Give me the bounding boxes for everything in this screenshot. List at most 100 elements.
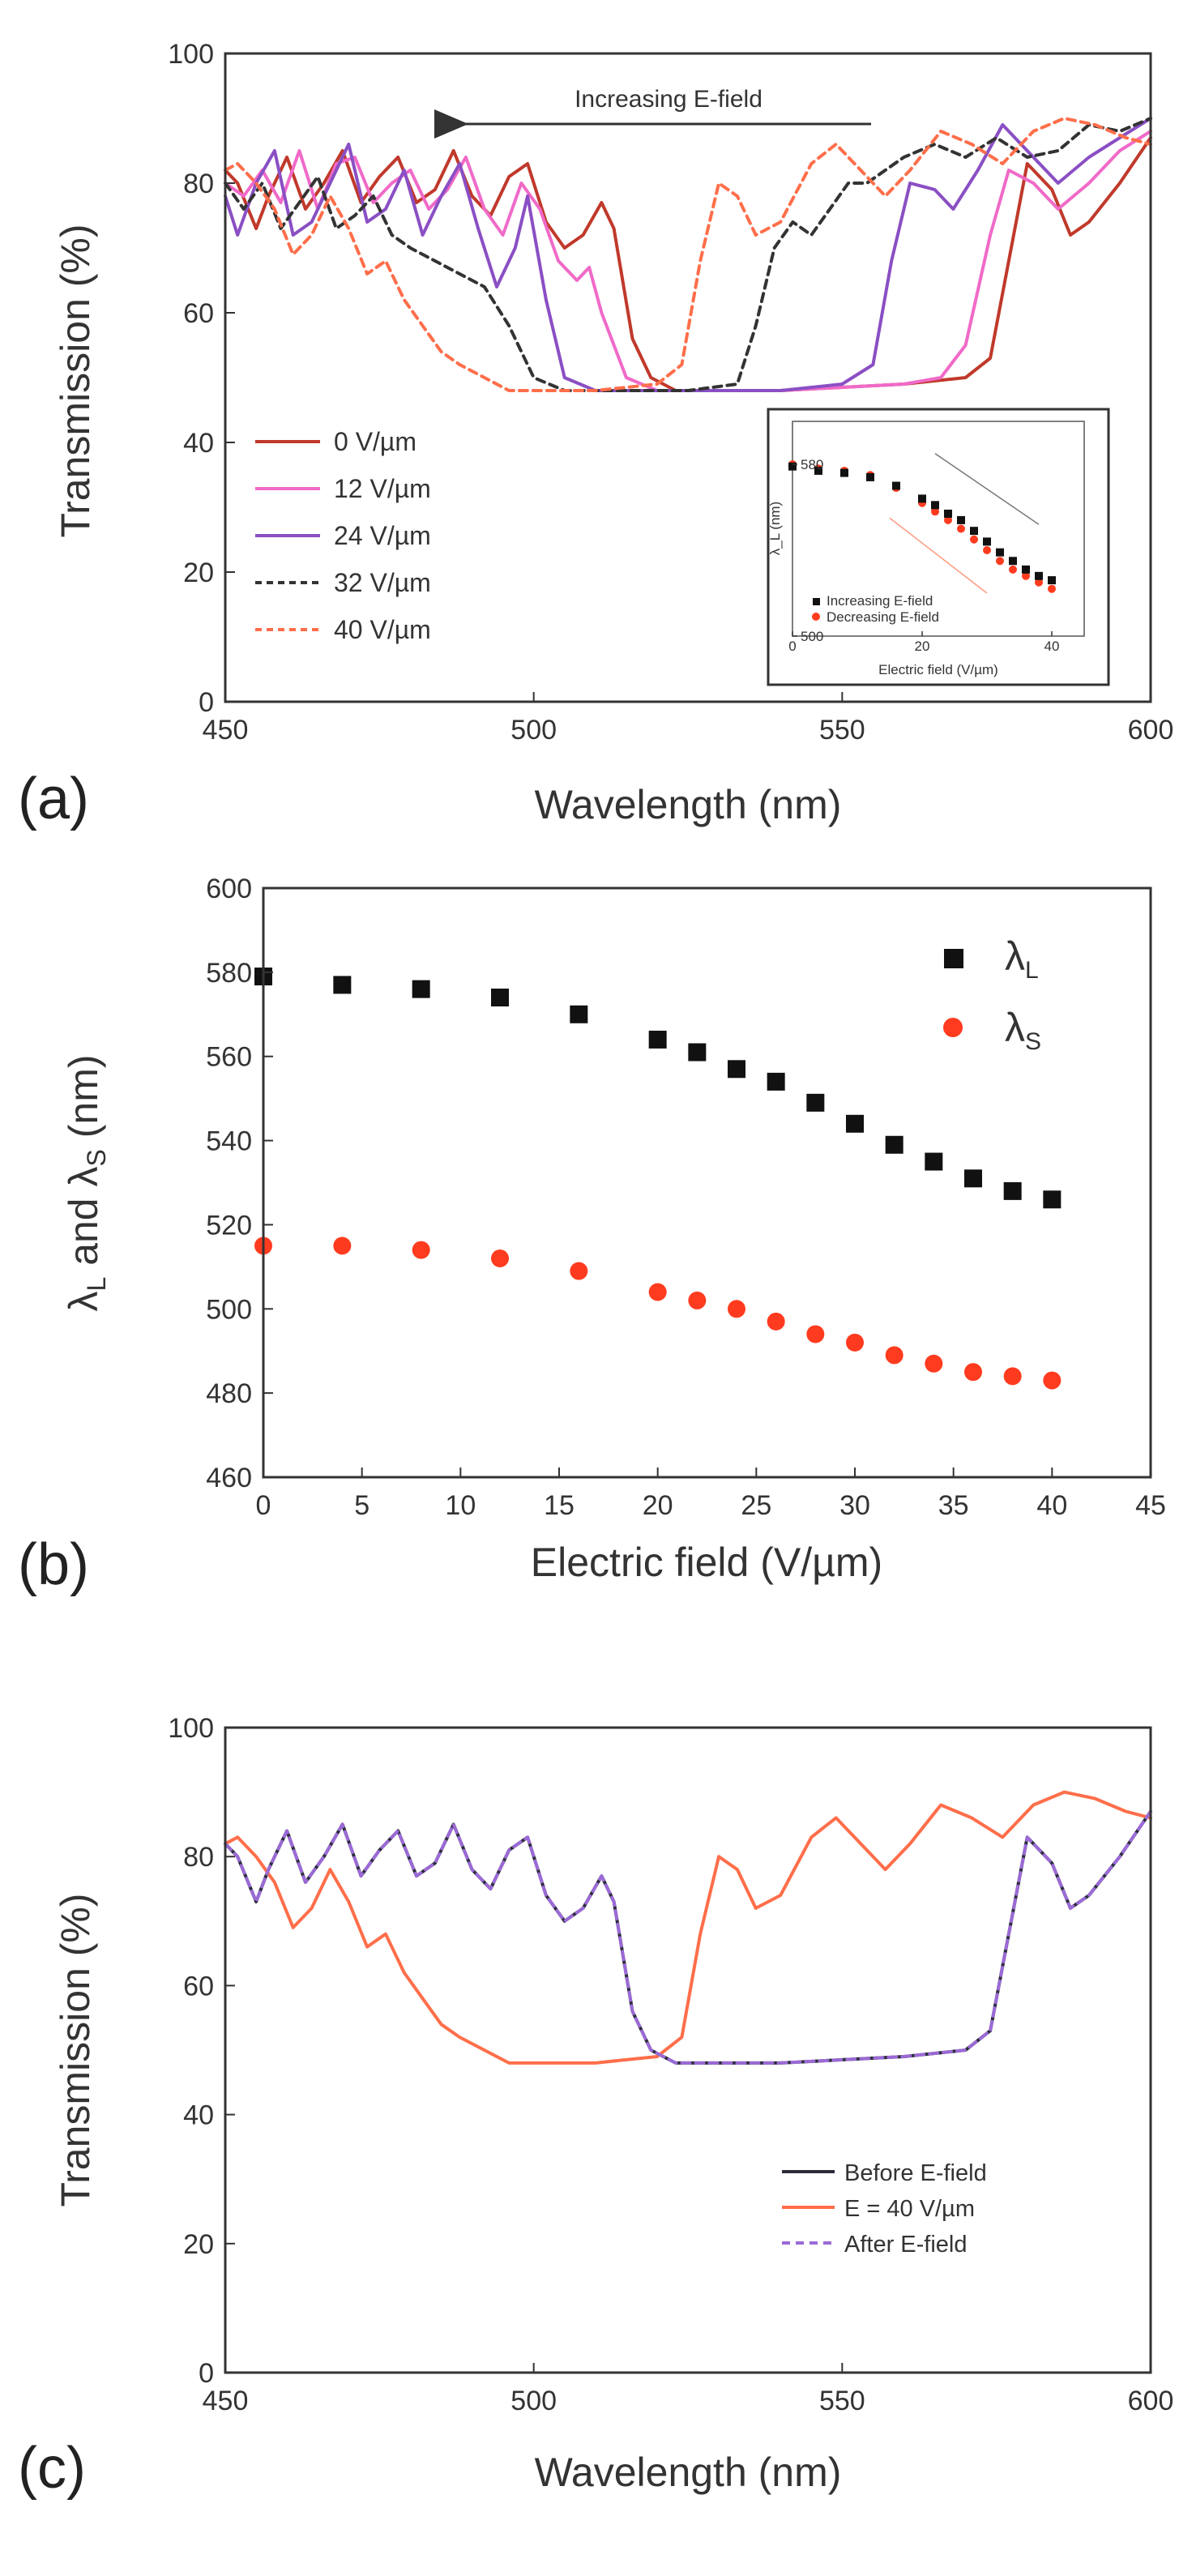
inset-point-increasing	[983, 537, 991, 546]
panel-b: 460 480 500 520 540 560 580 600 0 5 10 15 20 25 30 35 4…	[18, 874, 1166, 1597]
panel-b-xtick-label: 20	[643, 1490, 673, 1521]
legend-label-before: Before E-field	[844, 2160, 987, 2186]
legend-label-e40: E = 40 V/µm	[844, 2196, 975, 2222]
panel-b-point-lambda-s	[1003, 1367, 1022, 1386]
inset-point-decreasing	[957, 524, 965, 533]
panel-b-point-lambda-s	[728, 1300, 745, 1318]
panel-b-ytick-label: 580	[206, 958, 252, 989]
panel-b-label: (b)	[18, 1532, 89, 1597]
panel-a-series-3	[224, 117, 1152, 392]
inset-plot-frame	[792, 421, 1085, 637]
inset-guide-line	[934, 453, 1040, 525]
panel-b-frame	[262, 886, 1152, 1479]
inset-y-ticks: 500 580	[792, 457, 823, 644]
panel-a-xtick-label: 600	[1128, 715, 1174, 745]
inset-point-increasing	[970, 527, 978, 536]
panel-a-xtick-label: 500	[510, 715, 557, 745]
panel-a-xtick-label: 450	[203, 715, 249, 745]
panel-c-ytick-label: 80	[183, 1842, 214, 1873]
inset-point-increasing	[840, 468, 848, 477]
inset-point-increasing	[957, 515, 965, 524]
panel-b-ytick-label: 540	[206, 1126, 252, 1157]
panel-b-point-lambda-s	[412, 1241, 430, 1259]
panel-c-ytick-label: 0	[199, 2358, 214, 2389]
panel-b-point-lambda-s	[648, 1283, 667, 1301]
panel-a-ytick-label: 0	[199, 687, 214, 718]
panel-b-point-lambda-s	[688, 1291, 707, 1309]
panel-b-xtick-label: 30	[839, 1490, 870, 1521]
panel-c-ytick-label: 40	[183, 2100, 214, 2131]
legend-item-3: 32 V/µm	[255, 568, 431, 597]
inset-point-increasing	[814, 466, 822, 475]
panel-b-point-lambda-l	[964, 1169, 982, 1188]
panel-b-point-lambda-l	[570, 1005, 588, 1023]
panel-b-point-lambda-s	[491, 1249, 509, 1267]
panel-b-point-lambda-l	[728, 1060, 745, 1079]
legend-item-4: 40 V/µm	[255, 615, 431, 644]
panel-a-frame	[224, 52, 1152, 703]
panel-c-ytick-label: 60	[183, 1971, 214, 2001]
legend-label-4: 40 V/µm	[334, 615, 431, 644]
inset-point-decreasing	[944, 515, 952, 524]
panel-b-x-ticks: 0 5 10 15 20 25 30 35 40 45	[256, 1467, 1166, 1521]
inset-ytick-label: 580	[801, 457, 823, 472]
inset-point-decreasing	[996, 557, 1004, 566]
panel-b-point-lambda-s	[925, 1354, 943, 1373]
panel-c-y-ticks: 0 20 40 60 80 100	[168, 1713, 235, 2389]
panel-b-y-ticks: 460 480 500 520 540 560 580 600	[206, 874, 273, 1493]
panel-a-y-axis-label: Transmission (%)	[53, 224, 98, 537]
panel-a-y-ticks: 0 20 40 60 80 100	[168, 39, 235, 718]
panel-a: 0 20 40 60 80 100 450 500 550 600 Transmission (…	[18, 39, 1173, 831]
panel-a-ytick-label: 40	[183, 428, 214, 459]
panel-a-ytick-label: 80	[183, 169, 214, 199]
panel-b-point-lambda-s	[767, 1312, 785, 1331]
inset-point-increasing	[918, 494, 926, 503]
panel-b-y-label-and: and λ	[61, 1166, 106, 1276]
panel-a-series-2	[224, 117, 1152, 392]
panel-b-xtick-label: 0	[256, 1490, 271, 1521]
panel-a-series-1	[224, 130, 1152, 392]
inset-ytick-label: 500	[801, 629, 823, 644]
legend-marker-lambda-l	[944, 949, 963, 968]
inset-point-decreasing	[983, 546, 991, 554]
inset-xtick-label: 20	[915, 639, 930, 654]
panel-c-ytick-label: 100	[168, 1713, 214, 1744]
panel-b-xtick-label: 5	[354, 1490, 370, 1521]
inset-point-decreasing	[1022, 571, 1030, 580]
panel-b-xtick-label: 35	[938, 1490, 969, 1521]
panel-c-ytick-label: 20	[183, 2229, 214, 2260]
panel-c-x-ticks: 450 500 550 600	[203, 2363, 1173, 2416]
panel-c-frame	[224, 1726, 1152, 2374]
inset-point-increasing	[866, 472, 874, 481]
panel-c-series-1	[224, 1790, 1152, 2065]
panel-b-point-lambda-s	[570, 1262, 588, 1280]
panel-c-legend: Before E-field E = 40 V/µm After E-field	[782, 2160, 987, 2258]
inset-point-increasing	[892, 481, 900, 490]
inset-point-increasing	[1009, 557, 1017, 566]
panel-b-point-lambda-s	[846, 1333, 864, 1352]
panel-c-plot-area	[224, 1790, 1152, 2065]
panel-a-inset: 500 580 0 20 40 Electric field (V/µm) λ_L (…	[767, 408, 1110, 686]
panel-b-ytick-label: 560	[206, 1042, 252, 1073]
inset-point-increasing	[788, 462, 797, 471]
panel-b-point-lambda-l	[806, 1093, 825, 1112]
inset-point-increasing	[1048, 576, 1056, 585]
panel-b-xtick-label: 15	[544, 1490, 575, 1521]
inset-point-increasing	[944, 509, 952, 518]
panel-b-xtick-label: 25	[741, 1490, 771, 1521]
panel-b-point-lambda-l	[491, 989, 509, 1007]
panel-a-ytick-label: 100	[168, 39, 214, 70]
panel-c-label: (c)	[18, 2436, 86, 2501]
panel-a-ytick-label: 60	[183, 298, 214, 329]
panel-b-ytick-label: 460	[206, 1463, 252, 1493]
inset-y-axis-label: λ_L (nm)	[767, 502, 783, 555]
increasing-e-field-annotation: Increasing E-field	[575, 86, 763, 113]
panel-c-xtick-label: 450	[203, 2386, 249, 2416]
panel-b-point-lambda-l	[648, 1030, 667, 1049]
panel-c-series-2	[224, 1809, 1152, 2065]
legend-item-0: 0 V/µm	[255, 427, 416, 456]
panel-b-y-label-sub-l: L	[82, 1277, 111, 1292]
inset-x-axis-label: Electric field (V/µm)	[878, 662, 998, 677]
inset-xtick-label: 0	[788, 639, 796, 654]
